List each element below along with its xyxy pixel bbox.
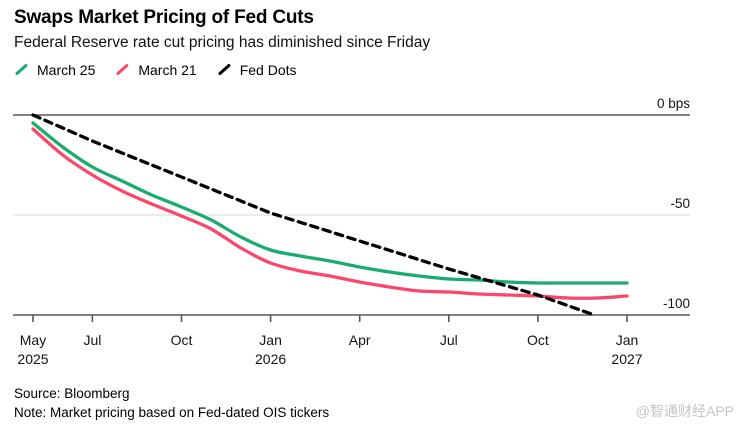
x-axis-year-label: 2026 — [255, 351, 286, 367]
x-axis-tick-label: Jan — [616, 332, 639, 348]
note-text: Note: Market pricing based on Fed-dated … — [14, 405, 330, 420]
source-text: Source: Bloomberg — [14, 386, 130, 401]
x-axis-tick-label: Jul — [83, 332, 101, 348]
x-axis-tick-label: Oct — [171, 332, 193, 348]
legend-label: March 25 — [37, 62, 96, 78]
x-axis-year-label: 2027 — [611, 351, 642, 367]
y-axis-tick-label: -100 — [663, 296, 690, 311]
series-line-march-25 — [31, 121, 629, 285]
x-axis-tick-label: Jul — [440, 332, 458, 348]
y-axis-tick-label: 0 bps — [657, 96, 690, 111]
chart-subtitle: Federal Reserve rate cut pricing has dim… — [14, 34, 431, 51]
x-axis-tick-label: Oct — [527, 332, 549, 348]
legend-label: March 21 — [138, 62, 197, 78]
legend-item-march-21: March 21 — [115, 62, 197, 78]
source-note-block: Source: Bloomberg Note: Market pricing b… — [14, 384, 329, 422]
legend-item-march-25: March 25 — [14, 62, 95, 78]
legend-item-fed-dots: Fed Dots — [217, 62, 297, 78]
series-line-fed-dots — [31, 113, 596, 317]
watermark: @智通财经APP — [635, 403, 734, 419]
x-axis-tick-label: Jan — [259, 332, 282, 348]
x-axis-tick-label: Apr — [349, 332, 371, 348]
legend: March 25 March 21 Fed Dots — [14, 62, 297, 78]
y-axis-tick-label: -50 — [670, 196, 690, 211]
series-line-march-21 — [31, 127, 629, 300]
chart-title: Swaps Market Pricing of Fed Cuts — [14, 7, 314, 28]
x-axis-year-label: 2025 — [17, 351, 48, 367]
legend-label: Fed Dots — [239, 62, 297, 78]
x-axis-tick-label: May — [20, 332, 46, 348]
